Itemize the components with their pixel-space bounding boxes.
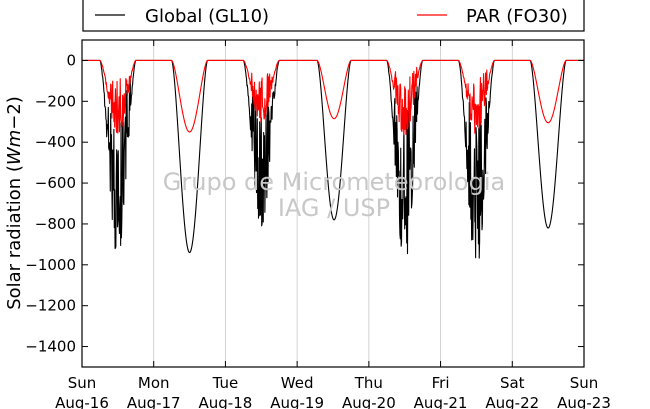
y-tick-label: 0 (66, 51, 76, 69)
legend-frame (82, 0, 585, 32)
x-tick-label-day: Wed (281, 374, 314, 392)
legend-label-global: Global (GL10) (145, 6, 269, 27)
x-tick-label-date: Aug-21 (414, 394, 468, 409)
watermark-line-2: IAG / USP (278, 194, 390, 222)
y-tick-label: −400 (35, 133, 76, 151)
x-tick-label-day: Fri (432, 374, 450, 392)
x-tick-label-date: Aug-18 (199, 394, 253, 409)
y-axis-label-unit: Wm (4, 130, 25, 165)
legend: Global (GL10) PAR (FO30) (82, 0, 585, 32)
x-tick-label-day: Thu (354, 374, 383, 392)
x-tick-label-day: Sun (68, 374, 97, 392)
x-tick-label-day: Mon (138, 374, 170, 392)
y-axis-label: Solar radiation (Wm−2) (4, 96, 25, 310)
y-tick-label: −1200 (25, 297, 76, 315)
x-tick-label-date: Aug-22 (485, 394, 539, 409)
series-line-global (82, 59, 584, 259)
y-tick-label: −200 (35, 92, 76, 110)
series-line-par (82, 59, 584, 136)
y-tick-label: −1000 (25, 256, 76, 274)
y-axis: 0 −200 −400 −600 −800 −1000 −1200 −1400 (25, 51, 584, 356)
legend-label-par: PAR (FO30) (466, 6, 568, 27)
x-tick-label-date: Aug-17 (127, 394, 181, 409)
grid (153, 40, 513, 367)
x-tick-label-date: Aug-19 (270, 394, 324, 409)
y-tick-label: −600 (35, 174, 76, 192)
x-tick-label-date: Aug-16 (55, 394, 109, 409)
plot-frame (81, 39, 585, 368)
x-tick-label-day: Sun (570, 374, 599, 392)
y-tick-label: −1400 (25, 338, 76, 356)
x-tick-label-day: Sat (500, 374, 525, 392)
x-tick-label-date: Aug-23 (557, 394, 611, 409)
x-tick-label-date: Aug-20 (342, 394, 396, 409)
plot-series (82, 59, 584, 259)
x-axis: Sun Aug-16 Mon Aug-17 Tue Aug-18 Wed Aug-19 Thu A… (55, 40, 611, 409)
y-tick-label: −800 (35, 215, 76, 233)
watermark-line-1: Grupo de Micrometeorologia (163, 168, 505, 196)
y-axis-label-text: Solar radiation ( (4, 165, 25, 310)
x-tick-label-day: Tue (212, 374, 239, 392)
y-axis-label-exp: −2) (4, 96, 25, 130)
